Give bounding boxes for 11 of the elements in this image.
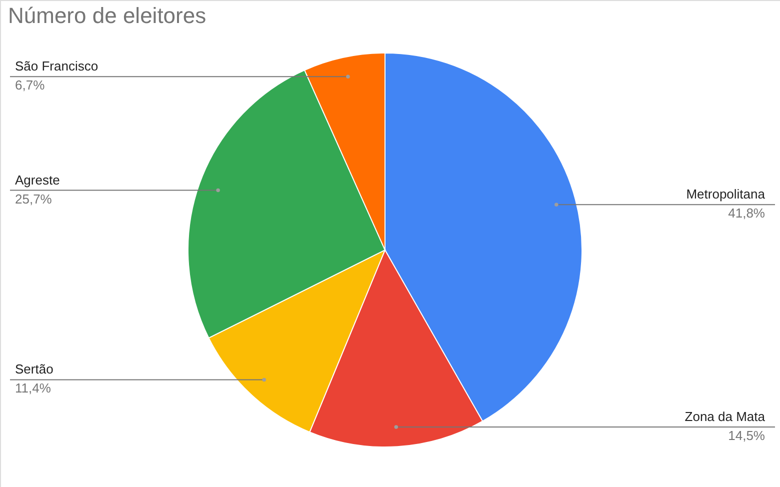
slice-label: Agreste xyxy=(15,172,60,188)
data-label: 41,8% xyxy=(728,206,766,221)
slice-label: Metropolitana xyxy=(686,186,766,202)
slice-label: Sertão xyxy=(15,362,54,377)
data-label: 11,4% xyxy=(15,380,52,396)
data-label: 25,7% xyxy=(15,191,52,206)
data-label: 14,5% xyxy=(728,428,766,443)
slice-label: São Francisco xyxy=(15,58,98,74)
data-label: 6,7% xyxy=(15,78,46,93)
chart-title: Número de eleitores xyxy=(8,3,206,28)
slice-label: Zona da Mata xyxy=(684,408,766,424)
